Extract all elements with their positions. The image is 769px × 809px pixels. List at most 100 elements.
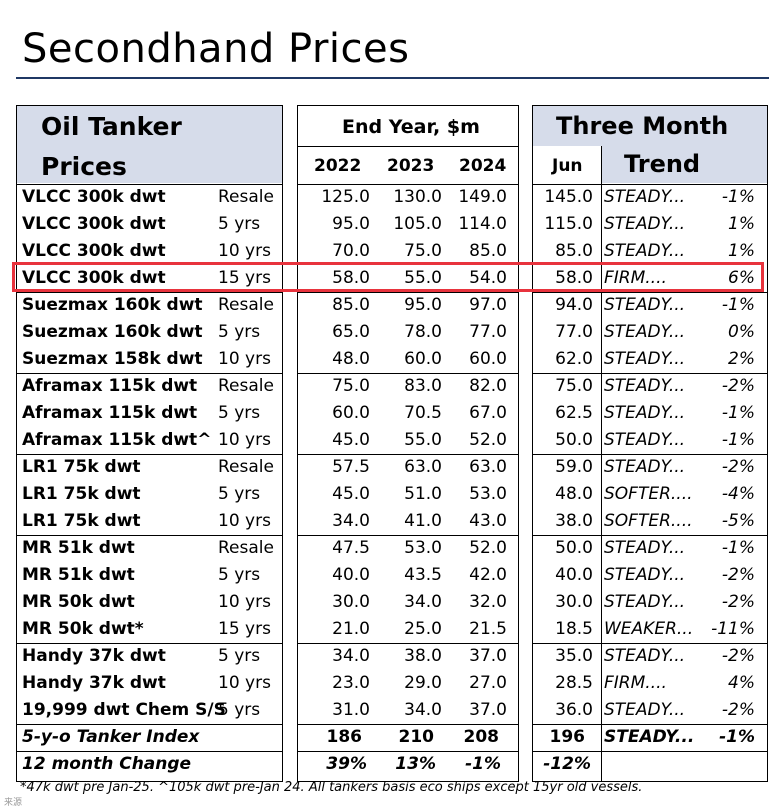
value-jun: 59.0 [555,457,593,477]
vessel-name: MR 51k dwt [22,565,135,585]
value-2024: 77.0 [469,322,507,342]
table-row: 38.0 SOFTER.... -5% [533,508,767,535]
panel2-header-divider [298,146,518,147]
table-row: 75.0 83.0 82.0 [298,373,518,400]
year-2024-header: 2024 [459,156,507,176]
group-separator [533,535,767,536]
value-2023: 105.0 [393,214,442,234]
trend-pct: -1% [721,430,755,450]
value-2022: 75.0 [332,376,370,396]
vessel-age: Resale [218,295,274,315]
panel1-header: Oil Tanker Prices [17,106,282,183]
vessel-name: Suezmax 160k dwt [22,322,203,342]
trend-label: STEADY... [604,565,686,585]
table-row: 12 month Change [17,751,282,778]
table-row: 58.0 55.0 54.0 [298,265,518,292]
table-row: MR 50k dwt 10 yrs [17,589,282,616]
table-row: Handy 37k dwt 5 yrs [17,643,282,670]
table-row: 57.5 63.0 63.0 [298,454,518,481]
group-separator [298,751,518,752]
index-pct: -1% [719,727,755,747]
table-row: Aframax 115k dwt Resale [17,373,282,400]
value-jun: 94.0 [555,295,593,315]
panel3-header: Three Month [533,106,767,146]
table-row: 40.0 STEADY... -2% [533,562,767,589]
change-2024: -1% [465,754,501,774]
value-2024: 54.0 [469,268,507,288]
vessel-age: 5 yrs [218,214,261,234]
value-2023: 75.0 [404,241,442,261]
value-2024: 85.0 [469,241,507,261]
vessel-age: 10 yrs [218,241,271,261]
value-2023: 70.5 [404,403,442,423]
table-row: 18.5 WEAKER... -11% [533,616,767,643]
value-jun: 145.0 [544,187,593,207]
group-separator [298,373,518,374]
table-row: 50.0 STEADY... -1% [533,535,767,562]
trend-label: STEADY... [604,403,686,423]
table-row: LR1 75k dwt 5 yrs [17,481,282,508]
trend-pct: 4% [728,673,755,693]
table-row: MR 51k dwt Resale [17,535,282,562]
table-row: VLCC 300k dwt 10 yrs [17,238,282,265]
value-2023: 34.0 [404,700,442,720]
group-separator [298,535,518,536]
trend-label: STEADY... [604,214,686,234]
table-row: 45.0 55.0 52.0 [298,427,518,454]
index-name: 5-y-o Tanker Index [22,727,200,747]
vessel-name: Aframax 115k dwt [22,376,198,396]
trend-label: WEAKER... [604,619,694,639]
value-2024: 114.0 [458,214,507,234]
vessel-name: VLCC 300k dwt [22,214,166,234]
value-2022: 23.0 [332,673,370,693]
value-jun: 35.0 [555,646,593,666]
value-2022: 65.0 [332,322,370,342]
group-separator [17,751,282,752]
value-2022: 45.0 [332,484,370,504]
value-2023: 95.0 [404,295,442,315]
trend-pct: -2% [721,592,755,612]
table-row: 62.0 STEADY... 2% [533,346,767,373]
panel-end-year: End Year, $m 2022 2023 2024 125.0 130.0 14… [297,105,519,782]
index-jun: 196 [549,727,586,747]
table-row: 23.0 29.0 27.0 [298,670,518,697]
value-2023: 83.0 [404,376,442,396]
value-2022: 125.0 [321,187,370,207]
year-2023-header: 2023 [387,156,435,176]
value-2024: 97.0 [469,295,507,315]
value-2023: 55.0 [404,430,442,450]
value-2023: 25.0 [404,619,442,639]
value-2023: 55.0 [404,268,442,288]
table-row: 59.0 STEADY... -2% [533,454,767,481]
value-jun: 115.0 [544,214,593,234]
group-separator [298,454,518,455]
vessel-name: MR 51k dwt [22,538,135,558]
trend-label: STEADY... [604,349,686,369]
value-2023: 43.5 [404,565,442,585]
table-row: 36.0 STEADY... -2% [533,697,767,724]
trend-pct: -2% [721,376,755,396]
value-2024: 21.5 [469,619,507,639]
trend-pct: 6% [728,268,755,288]
trend-pct: -2% [721,565,755,585]
vessel-name: VLCC 300k dwt [22,241,166,261]
table-row: 48.0 60.0 60.0 [298,346,518,373]
table-row: 28.5 FIRM.... 4% [533,670,767,697]
table-row: 65.0 78.0 77.0 [298,319,518,346]
value-jun: 40.0 [555,565,593,585]
table-row: 35.0 STEADY... -2% [533,643,767,670]
vessel-name: 19,999 dwt Chem S/S [22,700,226,720]
vessel-age: 10 yrs [218,349,271,369]
trend-pct: -4% [721,484,755,504]
change-name: 12 month Change [22,754,192,774]
value-2024: 37.0 [469,646,507,666]
vessel-name: Suezmax 158k dwt [22,349,203,369]
vessel-age: 15 yrs [218,619,271,639]
value-2023: 60.0 [404,349,442,369]
group-separator [17,535,282,536]
vessel-age: Resale [218,538,274,558]
table-row: 95.0 105.0 114.0 [298,211,518,238]
value-2024: 52.0 [469,430,507,450]
vessel-age: Resale [218,457,274,477]
value-2022: 45.0 [332,430,370,450]
